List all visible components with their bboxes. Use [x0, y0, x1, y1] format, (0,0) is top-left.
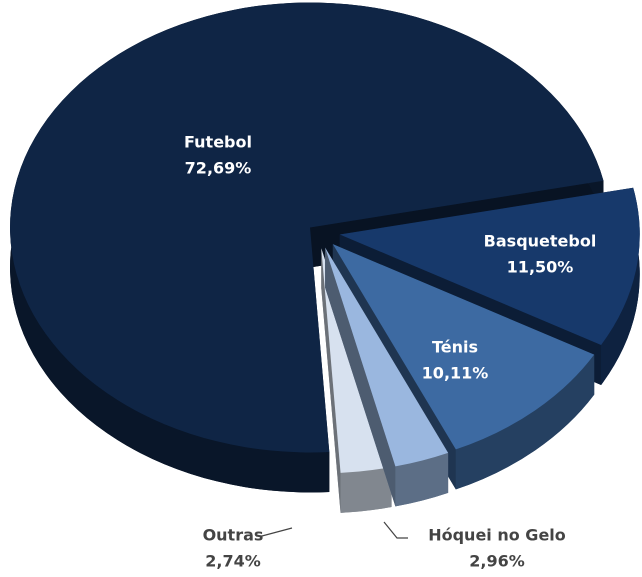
slice	[325, 247, 449, 467]
slice-side	[601, 187, 640, 385]
slice	[10, 2, 604, 453]
value-label: 72,69%	[185, 159, 252, 178]
leader-line	[383, 521, 408, 539]
slice-edge	[321, 248, 341, 513]
slice-label: Futebol	[184, 133, 252, 152]
leader-line	[256, 527, 293, 537]
slice-label: Ténis	[432, 338, 478, 357]
slice-side	[395, 452, 449, 507]
value-label: 2,96%	[469, 552, 525, 571]
slice	[339, 187, 640, 345]
slice-edge	[325, 247, 396, 507]
slice	[332, 244, 595, 450]
slice-label: Basquetebol	[484, 232, 597, 251]
slice-label: Hóquei no Gelo	[428, 526, 566, 545]
slice-side	[340, 467, 392, 513]
value-label: 11,50%	[507, 258, 574, 277]
value-label: 2,74%	[205, 552, 261, 571]
value-label: 10,11%	[422, 364, 489, 383]
slice-side	[455, 354, 595, 490]
slice-label: Outras	[203, 526, 264, 545]
